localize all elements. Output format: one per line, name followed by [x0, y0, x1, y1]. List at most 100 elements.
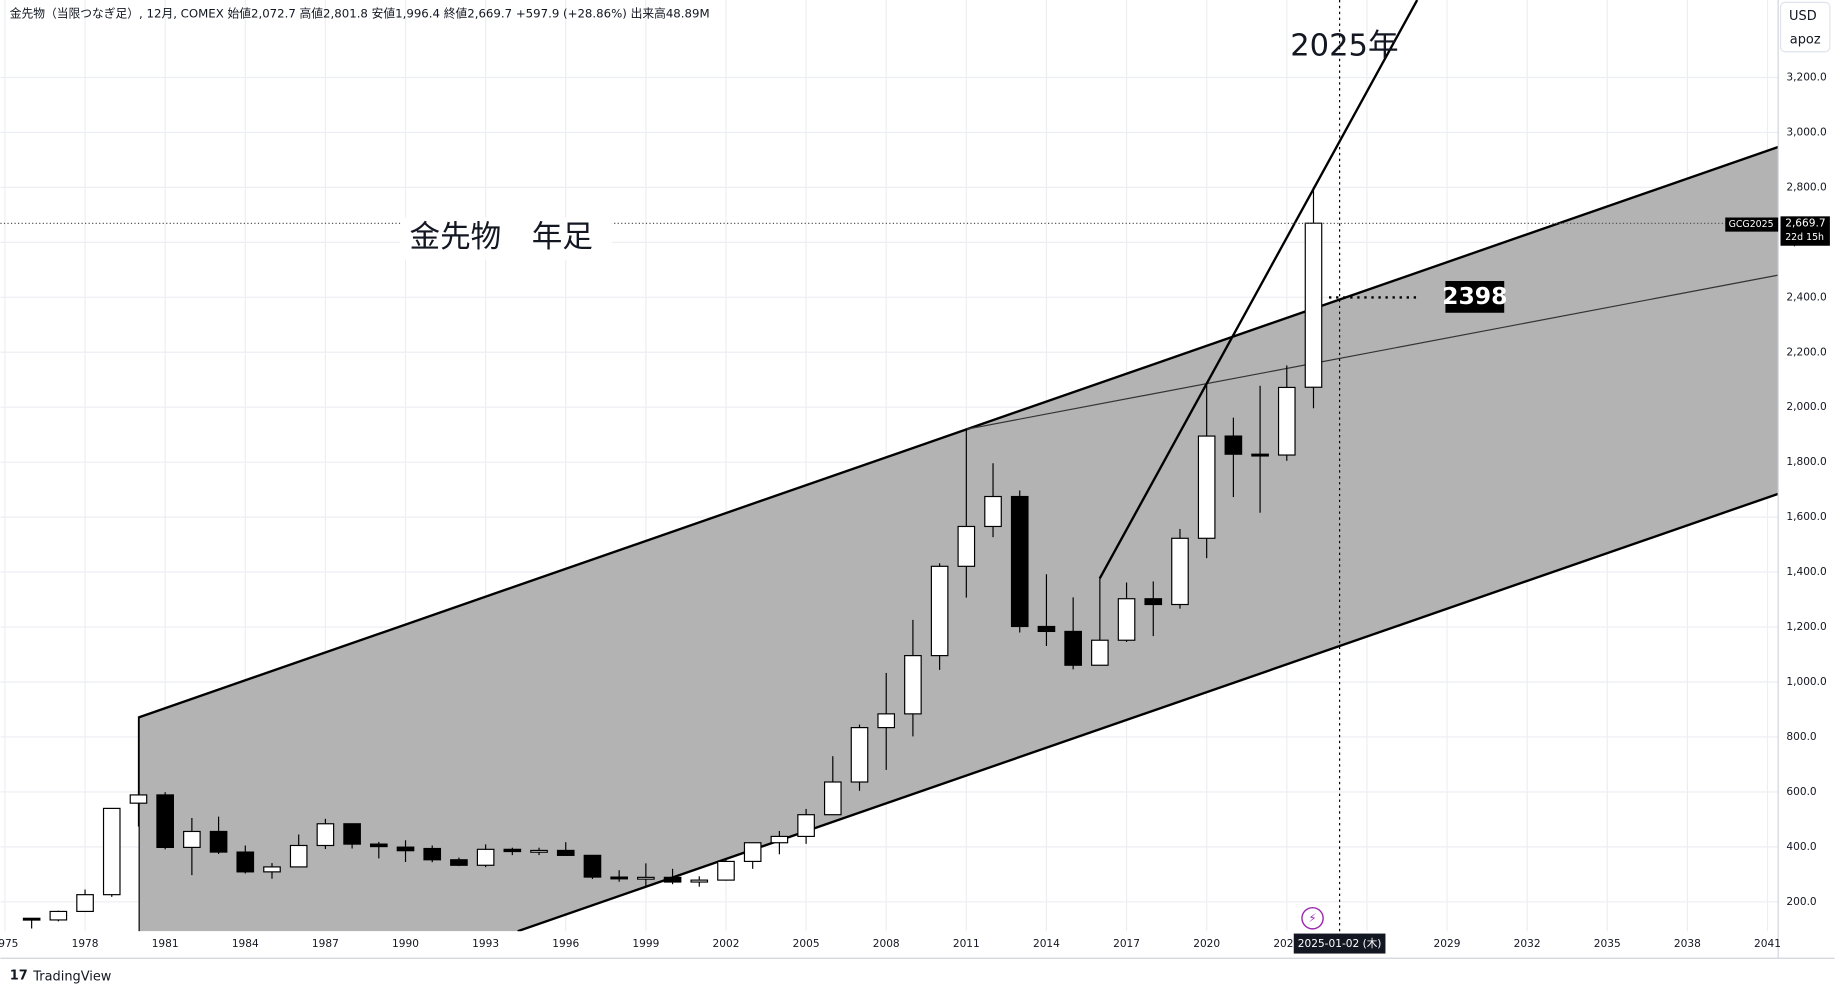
currency-box[interactable]: [1779, 1, 1831, 53]
candle-body: [690, 879, 709, 883]
x-tick-label: 2017: [1113, 938, 1140, 950]
candle-body: [1117, 598, 1136, 641]
x-tick-label: 2032: [1514, 938, 1541, 950]
y-tick-label: 1,000.0: [1786, 676, 1827, 688]
candle-body: [663, 876, 682, 883]
x-tick-label: 1990: [392, 938, 419, 950]
currency: USD: [1789, 9, 1817, 24]
channel-upper: [138, 145, 1779, 719]
x-tick-label: 1984: [232, 938, 259, 950]
candle-body: [743, 842, 762, 863]
candle-body: [22, 917, 41, 921]
candles: [22, 186, 1323, 929]
candle-body: [1251, 453, 1269, 457]
candle-body: [797, 814, 815, 838]
x-tick-label: 2029: [1434, 938, 1461, 950]
y-tick-label: 1,400.0: [1786, 566, 1827, 578]
x-tick-label: 1993: [472, 938, 499, 950]
candle-body: [343, 823, 361, 845]
candle-body: [904, 655, 922, 715]
x-tick-label: 2002: [713, 938, 740, 950]
candle-body: [76, 894, 94, 913]
trend-line: [966, 274, 1779, 430]
x-tick-label: 2014: [1033, 938, 1060, 950]
overlays: 金先物 年足 2025年 2398 ⚡: [0, 0, 1779, 932]
x-tick-label: 2011: [953, 938, 980, 950]
symbol-tag-text: GCG2025: [1729, 219, 1774, 230]
y-tick-label: 400.0: [1786, 841, 1817, 853]
candle-body: [1224, 435, 1243, 455]
candle-body: [1197, 435, 1216, 539]
symbol-tag: [1725, 217, 1779, 232]
logo[interactable]: TradingView: [32, 970, 112, 985]
x-tick-label: 1981: [152, 938, 179, 950]
x-tick-label: 2005: [793, 938, 820, 950]
candle-body: [717, 860, 735, 881]
candle-body: [1091, 639, 1109, 666]
y-tick-label: 2,200.0: [1786, 346, 1827, 358]
candle-body: [583, 854, 602, 878]
candle-body: [823, 781, 842, 816]
candle-body: [984, 495, 1002, 528]
y-tick-label: 1,600.0: [1786, 511, 1827, 523]
y-tick-label: 2,000.0: [1786, 401, 1827, 413]
candle-body: [850, 727, 869, 783]
y-tick-label: 3,000.0: [1786, 126, 1827, 138]
axes: 200.0 400.0 600.0 800.0 1,000.0 1,200.0 1,400.…: [0, 71, 1827, 950]
candle-body: [1010, 495, 1029, 628]
candle-body: [396, 846, 415, 852]
annotation: 2398: [1442, 282, 1507, 310]
candle-body: [316, 823, 335, 847]
logo-mark: 𝟭𝟳: [10, 968, 28, 983]
annotation-box: [1445, 281, 1505, 313]
scale-button[interactable]: apoz: [1790, 32, 1821, 47]
candle-body: [877, 713, 896, 729]
candle-body: [209, 830, 228, 853]
candle-body: [1277, 386, 1296, 456]
y-tick-label: 200.0: [1786, 896, 1817, 908]
price-tag-countdown: 22d 15h: [1785, 232, 1824, 243]
x-tick-label: 2035: [1594, 938, 1621, 950]
x-tick-label: 1999: [632, 938, 659, 950]
candle-body: [102, 807, 121, 896]
candle-body: [183, 830, 201, 848]
candle-body: [369, 843, 388, 848]
label-bg: [400, 217, 612, 260]
candle-body: [156, 794, 174, 848]
price-tag-price: 2,669.7: [1785, 217, 1825, 229]
x-tick-label: 2038: [1674, 938, 1701, 950]
x-tick-label: 1987: [312, 938, 339, 950]
candle-body: [129, 794, 148, 804]
candle-body: [610, 876, 628, 880]
candle-body: [263, 866, 281, 873]
y-tick-label: 1,200.0: [1786, 621, 1827, 633]
x-tick-label: 1975: [0, 938, 18, 950]
candle-body: [1171, 537, 1189, 606]
candle-body: [423, 847, 442, 861]
candle-body: [49, 910, 68, 921]
channel-lower: [517, 492, 1779, 932]
candle-body: [1037, 625, 1056, 633]
event-icon[interactable]: [1301, 906, 1324, 930]
trend-line-steep: [1098, 0, 1419, 580]
x-tick-label: 2023: [1273, 938, 1300, 950]
candle-body: [289, 844, 308, 868]
candle-body: [957, 525, 976, 567]
event-icon-glyph: ⚡: [1308, 911, 1316, 925]
x-tick-label: 2041: [1754, 938, 1781, 950]
cursor-label: 2025-01-02 (木): [1298, 938, 1382, 950]
x-tick-label: 2020: [1193, 938, 1220, 950]
y-tick-label: 600.0: [1786, 786, 1817, 798]
x-tick-label: 2008: [873, 938, 900, 950]
candle-body: [930, 565, 949, 657]
annotation: 金先物 年足: [410, 220, 593, 255]
y-tick-label: 1,800.0: [1786, 456, 1827, 468]
y-tick-label: 2,400.0: [1786, 291, 1827, 303]
candle-body: [637, 876, 655, 880]
candle-body: [770, 835, 789, 844]
candle-body: [556, 849, 575, 856]
candle-body: [530, 849, 548, 853]
y-tick-label: 800.0: [1786, 731, 1817, 743]
